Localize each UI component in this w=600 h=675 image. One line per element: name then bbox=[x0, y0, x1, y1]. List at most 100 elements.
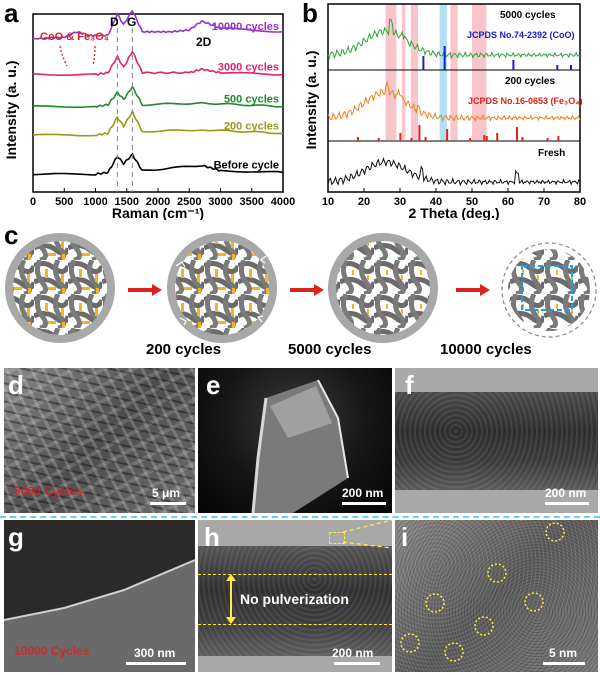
raman-xtick-label: 1500 bbox=[115, 196, 139, 208]
panel-label-f: f bbox=[405, 370, 414, 400]
micrograph-g-sem-edge: g 10000 Cycles 300 nm bbox=[4, 520, 195, 672]
xrd-xtick-label: 30 bbox=[394, 196, 406, 208]
raman-legend-label: 3000 cycles bbox=[218, 62, 279, 74]
zoom-box bbox=[329, 532, 345, 544]
xrd-peak-band bbox=[410, 4, 418, 140]
xrd-peak-band bbox=[450, 4, 458, 140]
xrd-trace-200 bbox=[327, 80, 581, 123]
raman-xtick-label: 2500 bbox=[177, 196, 201, 208]
raman-xlabel: Raman (cm⁻¹) bbox=[112, 205, 204, 220]
raman-chart: Intensity (a. u.) 0 500 1000 1500 2000 2500 30… bbox=[3, 9, 295, 220]
micrograph-i-hrtem: i 5 nm bbox=[395, 520, 598, 672]
micrograph-e-sem-fiber-end: e 200 nm bbox=[198, 368, 392, 513]
scalebar-i bbox=[543, 662, 585, 665]
fiber-body-f bbox=[395, 392, 598, 490]
schematic-arrowhead-2 bbox=[314, 284, 324, 296]
fiber-end-shape bbox=[251, 379, 349, 513]
xrd-label-fe3o4-ref: JCPDS No.16-0653 (Fe₃O₄) bbox=[468, 96, 583, 106]
micrograph-f-tem-fiber: f 200 nm bbox=[395, 368, 598, 513]
raman-xtick-label: 3500 bbox=[240, 196, 264, 208]
xrd-peak-band bbox=[401, 4, 406, 140]
thickness-arrowhead-bottom bbox=[226, 617, 236, 624]
scale-label-h: 200 nm bbox=[332, 646, 374, 660]
guide-line-top bbox=[198, 574, 392, 575]
thickness-arrow bbox=[230, 576, 232, 622]
scalebar-g bbox=[126, 662, 186, 665]
xrd-xtick-label: 10 bbox=[322, 196, 334, 208]
raman-xtick-label: 4000 bbox=[271, 196, 295, 208]
raman-xtick-label: 3000 bbox=[208, 196, 232, 208]
schematic-arrowhead-1 bbox=[152, 284, 162, 296]
scale-label-f: 200 nm bbox=[545, 486, 587, 500]
schematic-state-10000 bbox=[501, 242, 597, 338]
schematic-state-200 bbox=[167, 233, 277, 343]
micrograph-h-tem-fiber: No pulverization h 200 nm bbox=[198, 520, 392, 672]
raman-legend-label: Before cycle bbox=[214, 159, 279, 171]
raman-annotation-arrow-2 bbox=[92, 45, 96, 67]
panel-label-h: h bbox=[204, 522, 220, 552]
xrd-peak-band bbox=[472, 4, 487, 140]
raman-legend-label: 10000 cycles bbox=[212, 21, 279, 33]
scalebar-h bbox=[334, 662, 380, 665]
panel-label-c: c bbox=[4, 220, 19, 250]
xrd-label-5000: 5000 cycles bbox=[500, 10, 556, 21]
xrd-label-coo-ref: JCPDS No.74-2392 (CoO) bbox=[467, 30, 575, 40]
xrd-xlabel: 2 Theta (deg.) bbox=[408, 205, 499, 220]
raman-series-line bbox=[32, 9, 284, 40]
xrd-xtick-label: 60 bbox=[502, 196, 514, 208]
nanoparticle-markers bbox=[400, 522, 565, 662]
raman-series-line bbox=[32, 109, 284, 137]
scale-label-g: 300 nm bbox=[134, 646, 176, 660]
panel-label-g: g bbox=[8, 522, 24, 552]
scale-label-d: 5 μm bbox=[152, 486, 181, 500]
raman-series-line bbox=[32, 50, 284, 76]
schematic-label-200: 200 cycles bbox=[146, 341, 221, 358]
raman-legend-label: 500 cycles bbox=[224, 94, 279, 106]
raman-xtick-label: 2000 bbox=[146, 196, 170, 208]
panel-label-i: i bbox=[401, 522, 409, 552]
raman-series-line bbox=[32, 85, 284, 109]
panel-label-b: b bbox=[302, 0, 318, 28]
overlay-5000-cycles: 5000 Cycles bbox=[14, 484, 83, 498]
schematic-state-5000 bbox=[328, 233, 438, 343]
raman-ylabel: Intensity (a. u.) bbox=[3, 61, 19, 160]
scale-label-i: 5 nm bbox=[549, 646, 578, 660]
raman-series-line bbox=[32, 152, 284, 176]
xrd-ylabel: Intensity (a. u.) bbox=[303, 51, 319, 150]
raman-legend-label: 200 cycles bbox=[224, 120, 279, 132]
xrd-trace-fresh bbox=[327, 157, 581, 187]
raman-peak-d: D bbox=[110, 15, 119, 29]
raman-annotation-arrow-1 bbox=[59, 45, 68, 67]
xrd-xtick-label: 40 bbox=[430, 196, 442, 208]
raman-xtick-label: 500 bbox=[55, 196, 73, 208]
overlay-10000-cycles: 10000 Cycles bbox=[14, 644, 90, 658]
schematic-label-5000: 5000 cycles bbox=[288, 341, 371, 358]
xrd-label-fresh: Fresh bbox=[538, 148, 565, 159]
schematic: 200 cycles 5000 cycles 10000 cycles bbox=[5, 233, 597, 358]
guide-line-bottom bbox=[198, 624, 392, 625]
xrd-chart: Intensity (a. u.) 5000 cycles JCPDS No.7… bbox=[303, 3, 586, 220]
raman-peak-g: G bbox=[127, 15, 136, 29]
xrd-xtick-label: 70 bbox=[538, 196, 550, 208]
raman-xtick-label: 0 bbox=[30, 196, 36, 208]
xrd-trace-5000 bbox=[327, 18, 581, 61]
xrd-peak-band bbox=[385, 4, 397, 140]
xrd-peak-band-blue bbox=[439, 4, 447, 140]
schematic-state-fresh bbox=[5, 233, 115, 343]
scale-label-e: 200 nm bbox=[342, 486, 384, 500]
xrd-xtick-label: 80 bbox=[574, 196, 586, 208]
scalebar-d bbox=[150, 502, 186, 505]
thickness-arrowhead-top bbox=[226, 574, 236, 581]
xrd-xtick-label: 20 bbox=[358, 196, 370, 208]
panel-label-e: e bbox=[206, 370, 221, 400]
schematic-label-10000: 10000 cycles bbox=[440, 341, 532, 358]
edge-shape bbox=[4, 559, 195, 672]
panel-label-a: a bbox=[4, 0, 19, 28]
micrograph-d-sem-fibers: d 5000 Cycles 5 μm bbox=[4, 368, 195, 513]
scalebar-e bbox=[342, 502, 386, 505]
raman-annotation: CoO & Fe₃O₄ bbox=[40, 31, 109, 43]
raman-xtick-label: 1000 bbox=[83, 196, 107, 208]
no-pulverization-label: No pulverization bbox=[240, 591, 349, 607]
xrd-xtick-label: 50 bbox=[466, 196, 478, 208]
xrd-label-200: 200 cycles bbox=[505, 76, 555, 87]
